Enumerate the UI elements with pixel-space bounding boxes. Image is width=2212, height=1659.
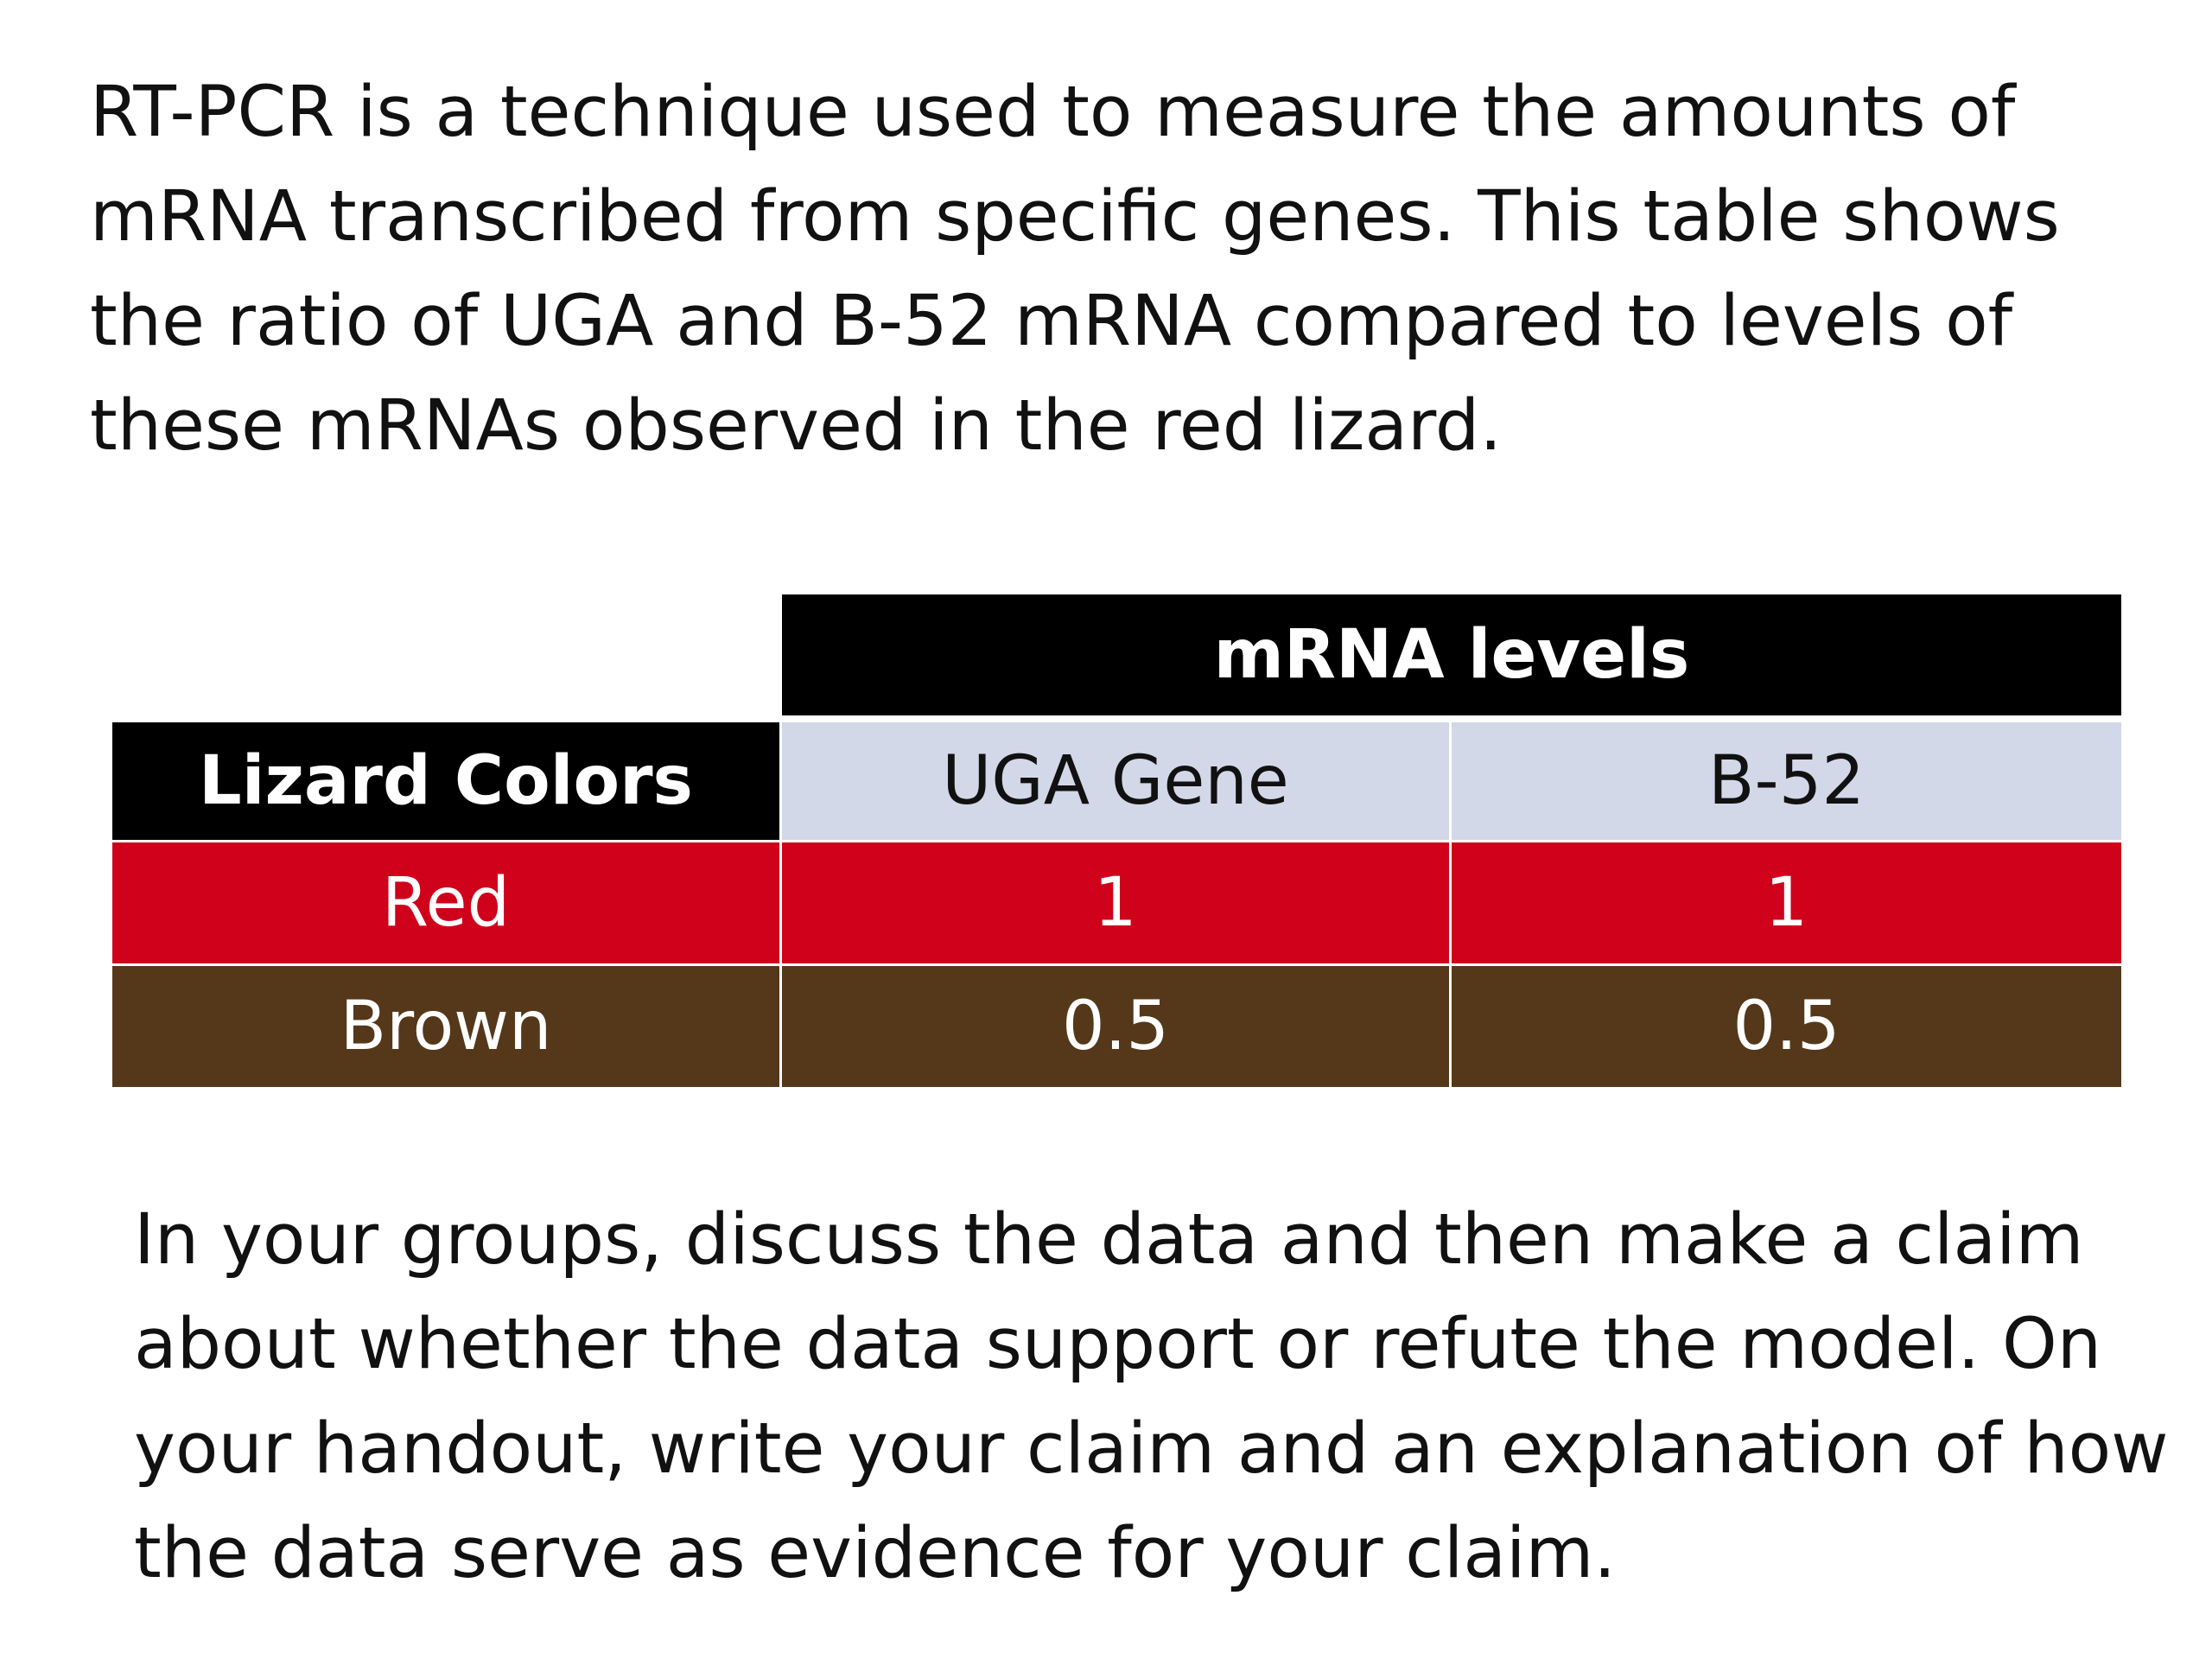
- group-header-mrna-levels: mRNA levels: [782, 594, 2121, 722]
- cell-red-b52: 1: [1452, 840, 2121, 963]
- row-label-red: Red: [112, 840, 782, 963]
- cell-red-uga: 1: [782, 840, 1452, 963]
- cell-brown-uga: 0.5: [782, 963, 1452, 1087]
- table-group-header-row: mRNA levels: [112, 594, 2121, 722]
- table-column-header-row: Lizard Colors UGA Gene B-52: [112, 722, 2121, 840]
- intro-paragraph: RT-PCR is a technique used to measure th…: [90, 72, 2060, 467]
- row-label-brown: Brown: [112, 963, 782, 1087]
- cell-brown-b52: 0.5: [1452, 963, 2121, 1087]
- column-header-b52: B-52: [1452, 722, 2121, 840]
- instructions-paragraph: In your groups, discuss the data and the…: [134, 1199, 2169, 1594]
- table-row-brown: Brown 0.5 0.5: [112, 963, 2121, 1087]
- table-corner-blank: [112, 594, 782, 722]
- row-label-header: Lizard Colors: [112, 722, 782, 840]
- mrna-levels-table: mRNA levels Lizard Colors UGA Gene B-52 …: [112, 594, 2121, 1087]
- table-row-red: Red 1 1: [112, 840, 2121, 963]
- column-header-uga-gene: UGA Gene: [782, 722, 1452, 840]
